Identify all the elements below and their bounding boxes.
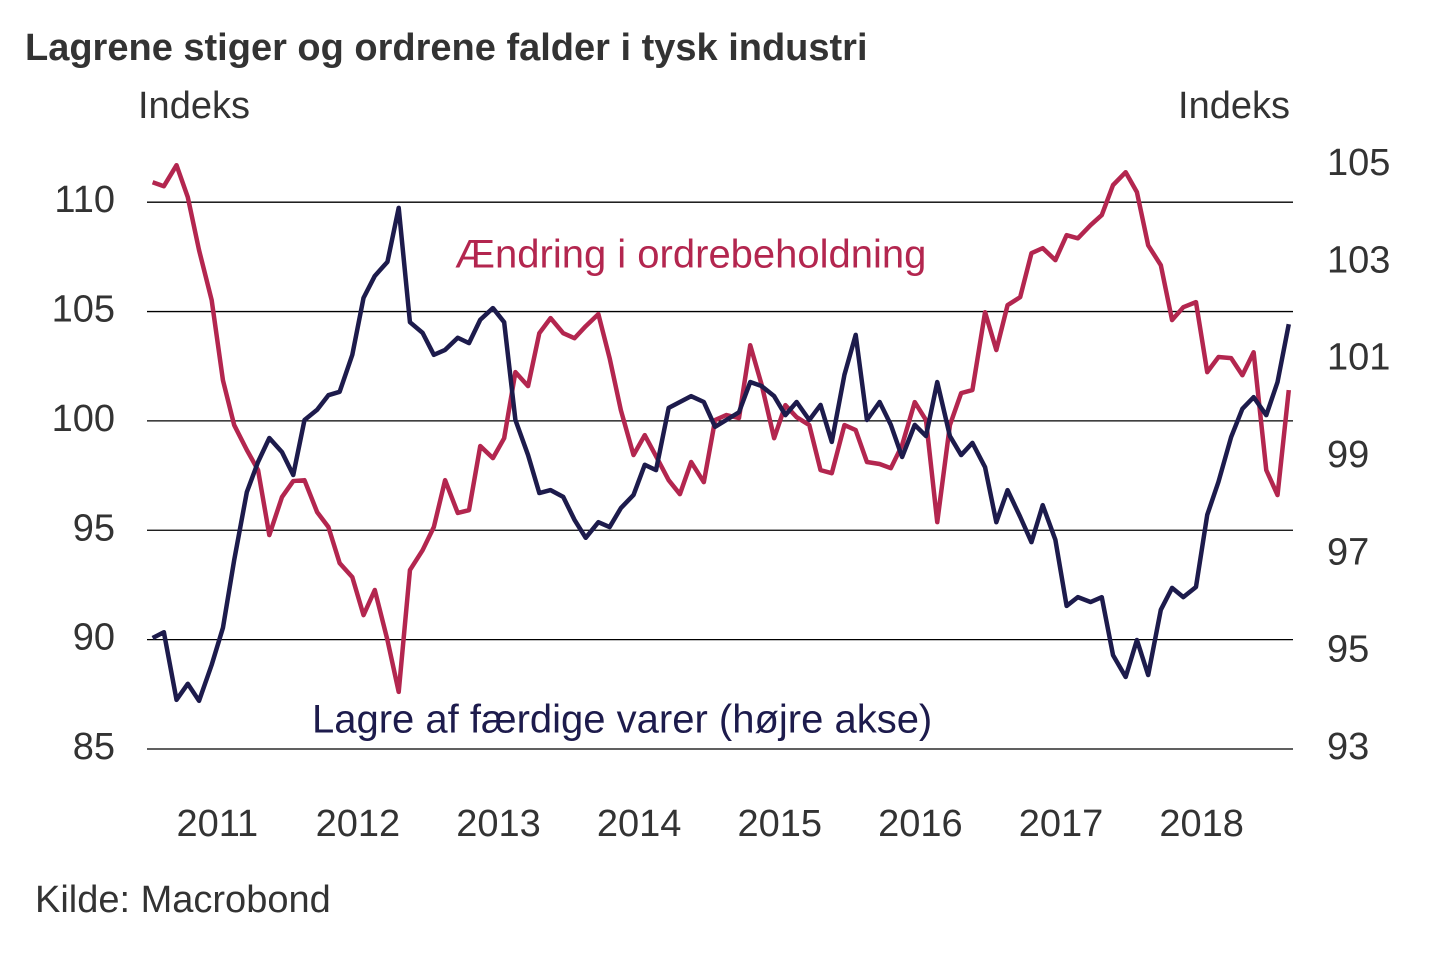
x-tick-label: 2016	[878, 803, 963, 845]
y2-tick-label: 95	[1327, 629, 1369, 671]
series-label: Ændring i ordrebeholdning	[455, 233, 926, 277]
y-tick-label: 105	[52, 289, 115, 331]
y-tick-label: 100	[52, 398, 115, 440]
x-tick-label: 2018	[1159, 803, 1244, 845]
series-label: Lagre af færdige varer (højre akse)	[312, 698, 932, 742]
y2-axis-label: Indeks	[1178, 85, 1290, 127]
y-tick-label: 90	[73, 617, 115, 659]
series-line	[151, 205, 1291, 704]
x-tick-label: 2013	[456, 803, 541, 845]
y2-tick-label: 101	[1327, 337, 1390, 379]
chart-title: Lagrene stiger og ordrene falder i tysk …	[25, 27, 868, 69]
x-tick-label: 2011	[176, 803, 258, 845]
y2-tick-label: 93	[1327, 726, 1369, 768]
y-tick-label: 95	[73, 507, 115, 549]
x-tick-label: 2017	[1019, 803, 1104, 845]
y2-tick-label: 105	[1327, 142, 1390, 184]
series-line	[151, 162, 1292, 695]
y2-tick-label: 97	[1327, 531, 1369, 573]
y-tick-label: 85	[73, 726, 115, 768]
y2-tick-label: 99	[1327, 434, 1369, 476]
y-axis-label: Indeks	[138, 85, 250, 127]
y-tick-label: 110	[54, 179, 115, 221]
x-tick-label: 2014	[597, 803, 682, 845]
x-tick-label: 2012	[316, 803, 401, 845]
y2-tick-label: 103	[1327, 239, 1390, 281]
x-tick-label: 2015	[737, 803, 822, 845]
source: Kilde: Macrobond	[35, 879, 331, 921]
